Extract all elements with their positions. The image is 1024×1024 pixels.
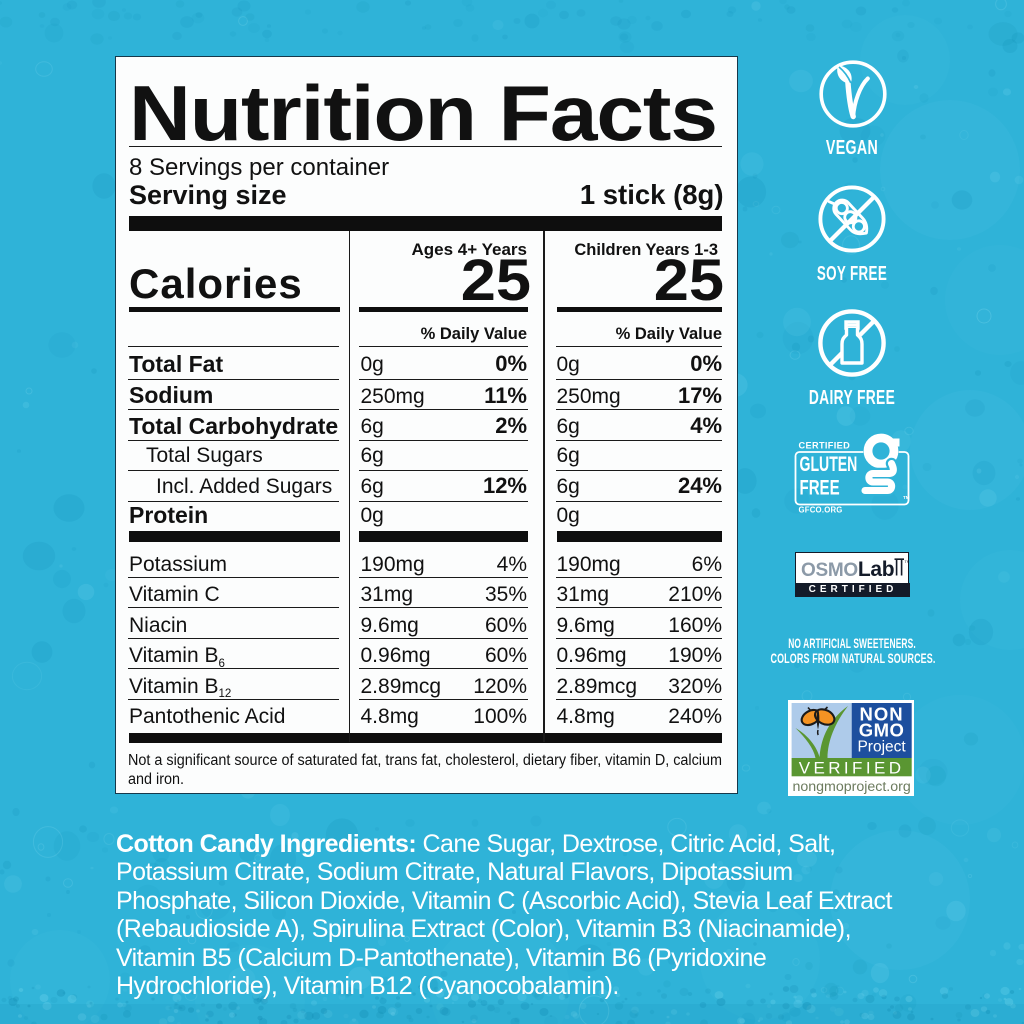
svg-text:GFCO.ORG: GFCO.ORG: [799, 506, 843, 515]
svg-text:VERIFIED: VERIFIED: [798, 759, 904, 778]
svg-text:GLUTEN: GLUTEN: [800, 452, 858, 476]
svg-text:TM: TM: [905, 560, 909, 564]
svg-text:Project: Project: [857, 739, 906, 756]
svg-text:TM: TM: [903, 495, 910, 500]
svg-text:nongmoproject.org: nongmoproject.org: [792, 779, 910, 795]
svg-text:NON: NON: [859, 704, 903, 725]
svg-text:CERTIFIED: CERTIFIED: [799, 441, 851, 451]
svg-text:FREE: FREE: [800, 475, 840, 499]
svg-text:GMO: GMO: [858, 720, 904, 741]
